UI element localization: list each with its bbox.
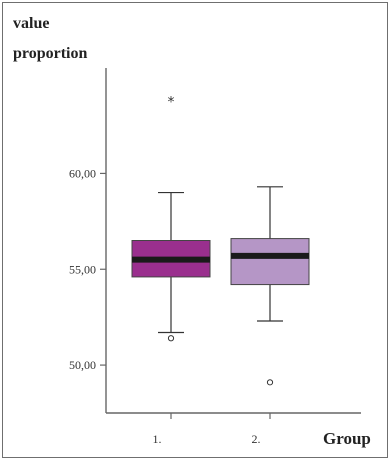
x-category-label: 2. (252, 432, 261, 446)
box-iqr (230, 238, 310, 286)
y-axis-label-line-1: value (13, 15, 49, 32)
x-axis-label: Group (323, 429, 371, 448)
outlier-point (167, 335, 175, 342)
x-category-label: 1. (153, 432, 162, 446)
y-tick-label: 50,00 (69, 358, 96, 372)
chart-frame: value proportion Group 50,00 55,00 60,00 * 1… (2, 2, 388, 458)
extreme-point: * (168, 95, 175, 111)
y-tick-label: 55,00 (69, 262, 96, 276)
boxplot-chart: value proportion Group 50,00 55,00 60,00 * 1… (13, 15, 371, 448)
outlier-point (266, 379, 274, 386)
y-axis-label-line-2: proportion (13, 45, 87, 62)
y-tick-label: 60,00 (69, 166, 96, 180)
plot-layer: 50,00 55,00 60,00 * 1. 2. (69, 68, 361, 446)
